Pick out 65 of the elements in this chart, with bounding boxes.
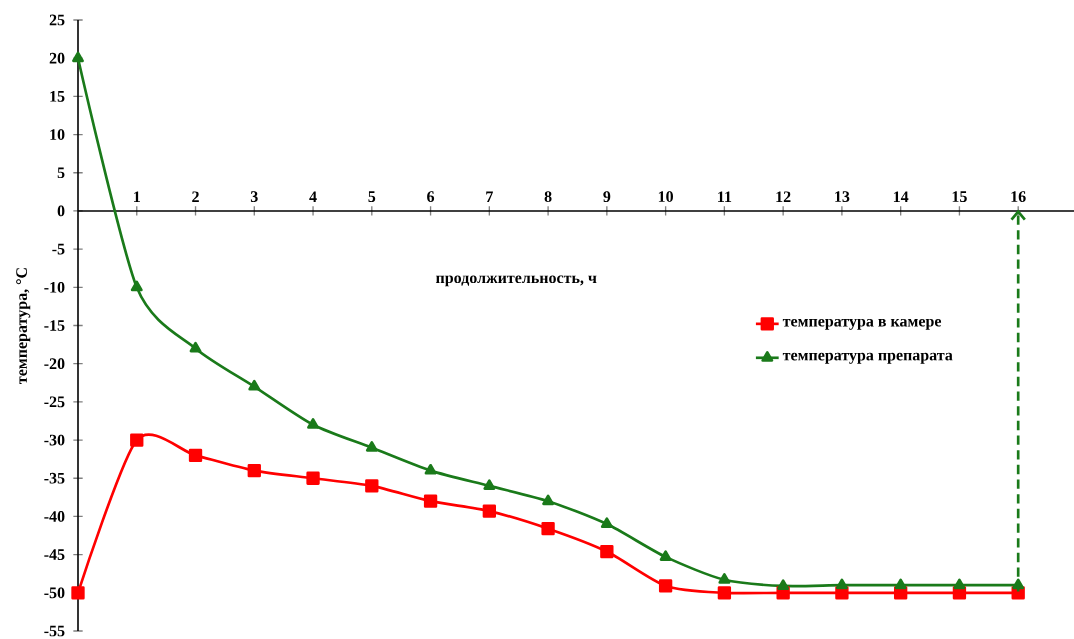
point — [307, 418, 320, 429]
x-tick-label: 5 — [368, 191, 376, 202]
x-tick-label: 16 — [1011, 191, 1026, 202]
point — [247, 463, 261, 478]
point — [189, 341, 202, 353]
point — [130, 433, 144, 447]
y-tick-label: -50 — [44, 587, 65, 599]
x-tick-label: 10 — [658, 191, 673, 202]
x-tick-label: 11 — [718, 191, 732, 203]
x-tick-label: 7 — [486, 191, 493, 203]
x-tick-label: 14 — [893, 191, 909, 203]
point — [188, 448, 203, 463]
y-tick-label: -55 — [44, 625, 65, 637]
point — [835, 578, 848, 590]
y-tick-label: -25 — [44, 396, 65, 408]
y-tick-label: 20 — [49, 52, 65, 64]
point — [953, 578, 966, 590]
y-tick-label: -15 — [44, 320, 65, 331]
point — [600, 517, 613, 529]
point — [659, 550, 672, 561]
point — [542, 494, 555, 506]
point — [424, 463, 437, 475]
point — [248, 379, 261, 391]
x-tick-label: 15 — [952, 191, 967, 202]
point — [306, 471, 320, 485]
y-tick-label: 10 — [50, 129, 65, 140]
y-tick-label: -40 — [44, 511, 65, 522]
point — [718, 573, 731, 584]
x-tick-label: 13 — [835, 191, 850, 202]
point — [365, 441, 378, 452]
x-tick-label: 6 — [427, 191, 435, 202]
y-tick-label: -30 — [44, 434, 65, 446]
point — [71, 586, 85, 600]
legend-label: температура препарата — [782, 352, 953, 364]
y-tick-label: -45 — [44, 549, 65, 560]
x-tick-label: 2 — [192, 191, 199, 203]
x-tick-label: 9 — [603, 191, 611, 202]
x-tick-label: 4 — [309, 191, 317, 203]
point — [777, 579, 790, 590]
point — [482, 504, 497, 518]
point — [423, 494, 438, 508]
y-axis-title: температура, °С — [16, 268, 31, 384]
y-tick-label: 15 — [50, 91, 65, 102]
point — [130, 280, 143, 292]
y-tick-label: -10 — [44, 281, 65, 293]
x-tick-label: 3 — [250, 191, 258, 202]
point — [72, 51, 84, 63]
y-tick-label: -20 — [44, 358, 65, 370]
x-tick-label: 8 — [544, 191, 552, 202]
y-tick-label: -5 — [52, 243, 65, 255]
y-tick-label: 25 — [49, 14, 65, 26]
point — [658, 579, 673, 593]
y-tick-label: -35 — [44, 472, 65, 484]
legend-label: температура в камере — [782, 318, 942, 330]
x-axis-title: продолжительность, ч — [435, 275, 597, 287]
x-tick-label: 12 — [776, 191, 791, 203]
point — [894, 578, 907, 590]
point — [600, 544, 614, 559]
point — [365, 479, 379, 493]
y-tick-label: 5 — [57, 167, 65, 179]
point — [541, 521, 555, 536]
x-tick-label: 1 — [134, 191, 140, 203]
y-tick-label: 0 — [57, 205, 65, 217]
point — [717, 586, 732, 600]
point — [483, 479, 496, 490]
